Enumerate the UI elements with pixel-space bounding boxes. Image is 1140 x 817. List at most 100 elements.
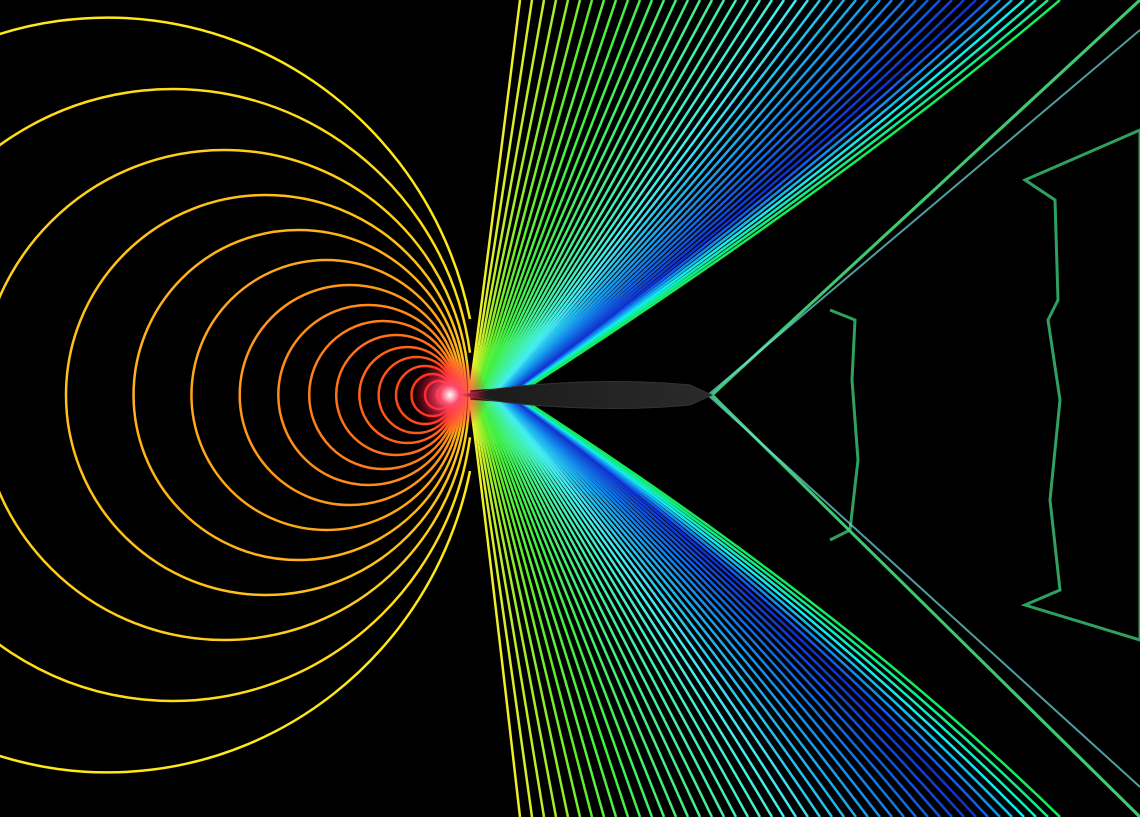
fan-contour <box>482 0 642 390</box>
fan-contour <box>478 400 606 817</box>
fan-contour <box>491 0 726 390</box>
fan-contour <box>510 0 893 389</box>
fan-contours <box>468 0 1061 817</box>
fan-contour <box>486 400 678 817</box>
fan-contour <box>476 0 594 390</box>
fan-contour <box>513 401 917 817</box>
fan-contour <box>474 0 570 390</box>
fan-contour <box>502 401 822 817</box>
fan-contour <box>517 402 953 817</box>
fan-contour <box>503 0 833 389</box>
fan-contour <box>472 399 558 817</box>
inner-contour <box>829 308 860 542</box>
fan-contour <box>490 0 714 390</box>
fan-contour <box>468 0 522 391</box>
fan-contour <box>468 399 522 817</box>
fan-contour <box>502 0 821 389</box>
fan-contour <box>488 400 702 817</box>
body <box>461 381 714 409</box>
fan-contour <box>521 402 989 817</box>
fan-contour <box>501 0 810 389</box>
fan-contour <box>505 401 846 817</box>
fan-contour <box>518 402 965 817</box>
fan-contour <box>487 400 690 817</box>
outer-contour <box>1020 128 1140 642</box>
fan-contour <box>509 0 881 389</box>
fan-contour <box>525 0 1025 388</box>
fan-contour <box>526 402 1037 817</box>
fan-contour <box>478 0 606 390</box>
fan-contour <box>484 0 666 390</box>
fan-contour <box>475 400 582 817</box>
fan-contour <box>476 400 594 817</box>
fan-contour <box>490 400 714 817</box>
fan-contour <box>505 0 845 389</box>
fan-contour <box>513 0 917 389</box>
fan-contour <box>514 0 929 388</box>
fan-contour <box>514 402 929 817</box>
fan-contour <box>495 0 762 389</box>
fan-contour <box>527 0 1049 388</box>
fan-contour <box>475 0 582 390</box>
fan-contour <box>486 0 678 390</box>
fan-contour <box>480 0 630 390</box>
fan-contour <box>474 400 570 817</box>
fan-contour <box>479 400 618 817</box>
fan-contour <box>501 401 810 817</box>
fan-contour <box>495 401 762 817</box>
fan-contour <box>509 401 881 817</box>
wake-region <box>712 130 1140 690</box>
nose-contours <box>0 16 472 774</box>
fan-contour <box>480 400 630 817</box>
fan-contour <box>511 0 905 389</box>
fan-contour <box>471 0 546 391</box>
fan-contour <box>521 0 989 388</box>
fan-contour <box>494 400 750 817</box>
fan-contour <box>525 402 1025 817</box>
fan-contour <box>499 401 798 817</box>
fan-contour <box>499 0 798 389</box>
fan-contour <box>483 0 654 390</box>
stagnation-glow <box>412 357 488 433</box>
fan-contour <box>491 400 726 817</box>
fan-contour <box>523 402 1013 817</box>
ring-contour <box>0 87 472 703</box>
fan-contour <box>527 402 1049 817</box>
fan-contour <box>507 0 869 389</box>
fan-contour <box>507 401 869 817</box>
fan-contour <box>506 401 858 817</box>
fan-contour <box>472 0 558 391</box>
fan-contour <box>492 0 738 390</box>
fan-contour <box>497 401 774 817</box>
fan-contour <box>497 0 774 389</box>
fan-contour <box>494 0 750 390</box>
fan-contour <box>470 399 534 817</box>
fan-contour <box>529 0 1061 388</box>
fan-contour <box>482 400 642 817</box>
fan-contour <box>515 0 941 388</box>
fan-contour <box>487 0 690 390</box>
fan-contour <box>518 0 965 388</box>
fan-contour <box>479 0 618 390</box>
fan-contour <box>483 400 654 817</box>
fan-contour <box>511 401 905 817</box>
ring-contour <box>0 16 472 774</box>
fan-contour <box>517 0 953 388</box>
fan-contour <box>529 402 1061 817</box>
fan-contour <box>519 402 977 817</box>
fan-contour <box>506 0 857 389</box>
fan-contour <box>471 399 546 817</box>
fan-contour <box>484 400 666 817</box>
fan-contour <box>492 400 738 817</box>
fan-contour <box>503 401 834 817</box>
fan-contour <box>522 402 1001 817</box>
fan-contour <box>519 0 977 388</box>
fan-contour <box>510 401 893 817</box>
fan-contour <box>515 402 941 817</box>
fan-contour <box>498 401 786 817</box>
fan-contour <box>523 0 1013 388</box>
fan-contour <box>522 0 1001 388</box>
fan-contour <box>526 0 1037 388</box>
